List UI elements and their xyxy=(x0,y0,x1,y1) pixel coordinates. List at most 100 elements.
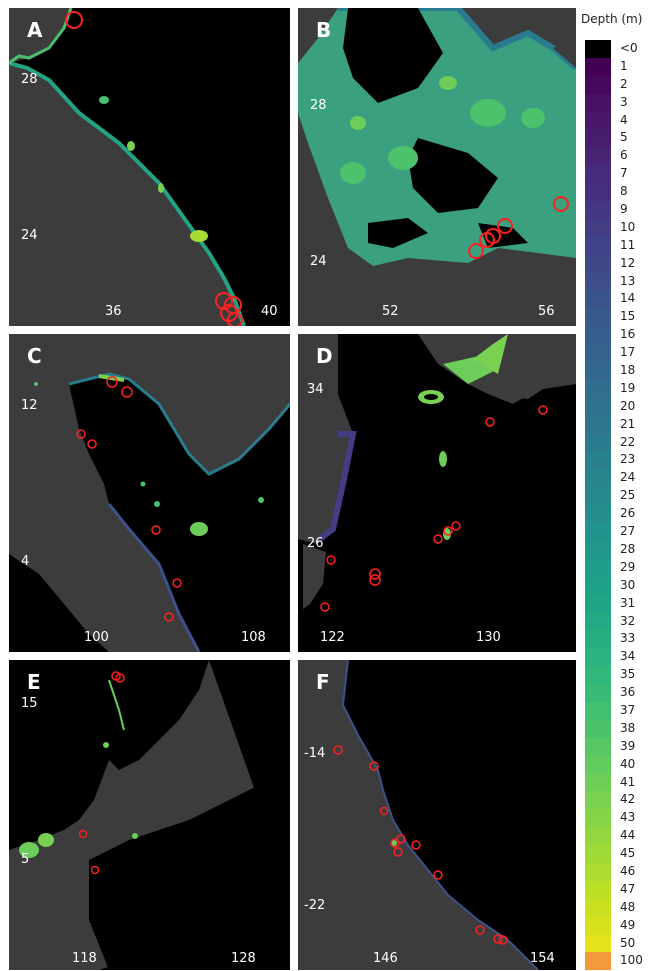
colorbar-label: 42 xyxy=(620,792,636,807)
colorbar-label: 46 xyxy=(620,863,636,878)
colorbar-swatch xyxy=(585,487,611,506)
colorbar-label: 18 xyxy=(620,363,636,378)
colorbar-label: 7 xyxy=(620,166,628,181)
map-d-shapes xyxy=(298,334,576,652)
colorbar-swatch xyxy=(585,612,611,631)
colorbar-label: 48 xyxy=(620,899,636,914)
x-tick: 130 xyxy=(476,630,501,645)
colorbar-label: 28 xyxy=(620,541,636,556)
y-tick: 12 xyxy=(21,398,38,413)
colorbar-swatch xyxy=(585,809,611,828)
colorbar-swatch xyxy=(585,326,611,345)
y-tick: 28 xyxy=(310,98,327,113)
colorbar-label: 50 xyxy=(620,935,636,950)
colorbar-swatch xyxy=(585,344,611,363)
x-tick: 52 xyxy=(382,304,399,319)
colorbar-label: 11 xyxy=(620,237,636,252)
colorbar-swatch xyxy=(585,755,611,774)
colorbar-swatch xyxy=(585,505,611,524)
colorbar-label: 31 xyxy=(620,595,636,610)
colorbar-swatch xyxy=(585,898,611,917)
colorbar-swatch xyxy=(585,934,611,953)
map-panel-b: B 28 24 52 56 xyxy=(298,8,576,326)
colorbar-label: 6 xyxy=(620,148,628,163)
y-tick: 5 xyxy=(21,852,30,867)
colorbar-swatch xyxy=(585,433,611,452)
colorbar-label: 37 xyxy=(620,702,636,717)
colorbar-label: 25 xyxy=(620,488,636,503)
map-panel-e: E 15 5 118 128 xyxy=(9,660,290,970)
map-a-shapes xyxy=(9,8,290,326)
x-tick: 154 xyxy=(530,951,555,966)
colorbar-swatch xyxy=(585,827,611,846)
colorbar-swatch xyxy=(585,737,611,756)
panel-label: F xyxy=(316,670,330,694)
colorbar-label: 8 xyxy=(620,184,628,199)
y-tick: 28 xyxy=(21,72,38,87)
y-tick: 34 xyxy=(307,382,324,397)
colorbar-swatch xyxy=(585,630,611,649)
colorbar-label: 100 xyxy=(620,953,643,968)
colorbar-label: 30 xyxy=(620,577,636,592)
colorbar-swatch xyxy=(585,666,611,685)
colorbar-swatch xyxy=(585,952,611,971)
colorbar-swatch xyxy=(585,576,611,595)
map-e-shapes xyxy=(9,660,290,970)
map-c-shapes xyxy=(9,372,290,652)
colorbar-swatch xyxy=(585,415,611,434)
x-tick: 108 xyxy=(241,630,266,645)
map-b-shapes xyxy=(298,8,576,266)
colorbar-label: 14 xyxy=(620,291,636,306)
map-panel-d: D 34 26 122 130 xyxy=(298,334,576,652)
colorbar-label: 45 xyxy=(620,846,636,861)
colorbar-swatch xyxy=(585,290,611,309)
colorbar-label: 49 xyxy=(620,917,636,932)
map-panel-f: F -14 -22 146 154 xyxy=(298,660,576,970)
colorbar-swatch xyxy=(585,684,611,702)
colorbar-label: 4 xyxy=(620,112,628,127)
x-tick: 40 xyxy=(261,304,278,319)
colorbar-label: 12 xyxy=(620,255,636,270)
colorbar-swatch xyxy=(585,201,611,219)
colorbar-swatch xyxy=(585,129,611,148)
colorbar-label: 35 xyxy=(620,667,636,682)
colorbar-label: 44 xyxy=(620,828,636,843)
colorbar-swatch xyxy=(585,254,611,273)
colorbar-label: 21 xyxy=(620,416,636,431)
y-tick: 15 xyxy=(21,696,38,711)
colorbar-label: 13 xyxy=(620,273,636,288)
colorbar-label: 15 xyxy=(620,309,636,324)
colorbar-swatch xyxy=(585,719,611,738)
colorbar-swatch xyxy=(585,165,611,184)
colorbar-label: 47 xyxy=(620,881,636,896)
y-tick: 24 xyxy=(21,228,38,243)
colorbar-swatch xyxy=(585,469,611,488)
colorbar-label: 22 xyxy=(620,434,636,449)
x-tick: 146 xyxy=(373,951,398,966)
colorbar-swatch xyxy=(585,147,611,166)
colorbar-swatch xyxy=(585,272,611,291)
colorbar-swatch xyxy=(585,540,611,559)
colorbar-swatch xyxy=(585,791,611,810)
colorbar-swatch xyxy=(585,916,611,935)
colorbar-swatch xyxy=(585,40,611,58)
colorbar-label: 3 xyxy=(620,94,628,109)
colorbar-label: 39 xyxy=(620,738,636,753)
colorbar-label: 32 xyxy=(620,613,636,628)
colorbar-swatch xyxy=(585,236,611,255)
colorbar-label: 24 xyxy=(620,470,636,485)
legend-title: Depth (m) xyxy=(581,12,643,26)
colorbar-swatch xyxy=(585,594,611,613)
colorbar-label: 16 xyxy=(620,327,636,342)
colorbar-label: 9 xyxy=(620,202,628,217)
colorbar-swatch xyxy=(585,862,611,881)
panel-label: D xyxy=(316,344,333,368)
x-tick: 128 xyxy=(231,951,256,966)
colorbar-swatch xyxy=(585,57,611,76)
colorbar-label: 1 xyxy=(620,58,628,73)
depth-colorbar xyxy=(585,40,611,971)
colorbar-labels: <0 1 2 3 4 5 6 7 8 9 10 11 12 13 14 15 16 17 18 19 20 21 22 23 2… xyxy=(620,40,643,970)
colorbar-label: 41 xyxy=(620,774,636,789)
colorbar-swatch xyxy=(585,362,611,380)
colorbar-label: 40 xyxy=(620,756,636,771)
